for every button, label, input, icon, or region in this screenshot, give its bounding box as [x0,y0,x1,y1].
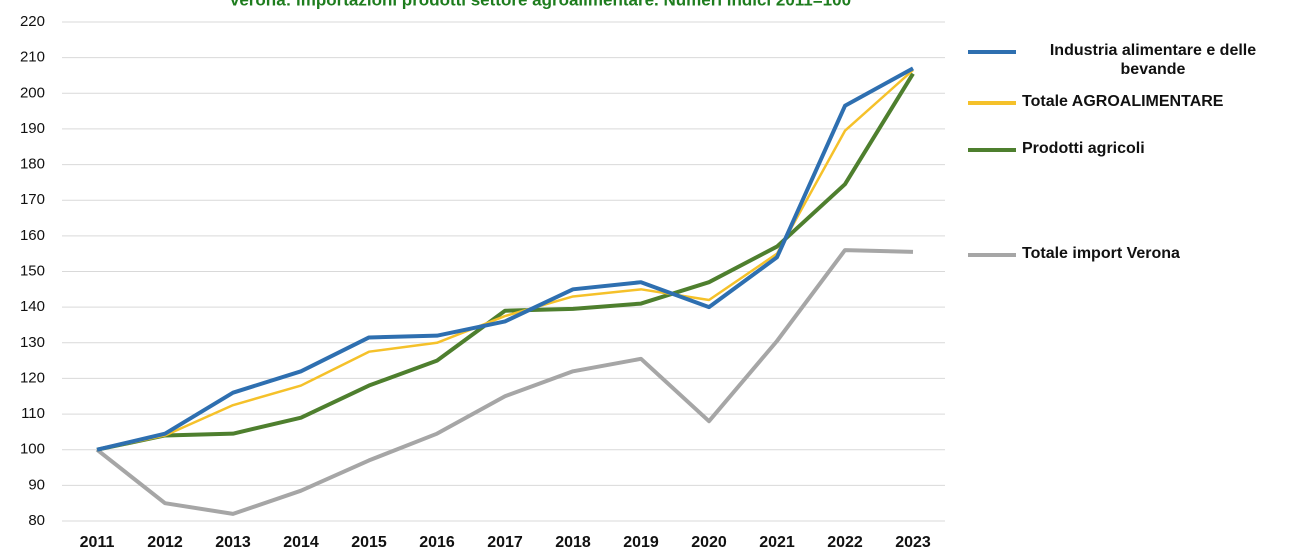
series-line [96,66,914,452]
x-tick-label: 2019 [623,534,659,551]
legend-label: Totale AGROALIMENTARE [1022,93,1224,110]
x-tick-label: 2014 [283,534,319,551]
legend-swatch [968,50,1016,54]
y-tick-label: 120 [20,369,45,386]
y-tick-label: 90 [28,476,45,493]
y-tick-label: 110 [21,405,45,422]
y-tick-label: 220 [20,13,45,30]
series-line [95,248,914,516]
series-line [96,69,914,451]
legend-swatch [968,253,1016,257]
x-tick-label: 2021 [759,534,795,551]
x-tick-label: 2022 [827,534,863,551]
y-tick-label: 210 [20,49,45,66]
y-tick-label: 80 [28,512,45,529]
y-tick-label: 180 [20,156,45,173]
x-tick-label: 2016 [419,534,455,551]
y-tick-label: 190 [20,120,45,137]
legend-label: Prodotti agricoli [1022,140,1145,157]
legend-label: Industria alimentare e delle bevande [1049,42,1257,78]
y-tick-label: 150 [20,262,45,279]
x-tick-label: 2011 [80,534,115,551]
x-tick-label: 2020 [691,534,727,551]
legend-swatch [968,101,1016,105]
series-line [96,72,915,452]
y-tick-label: 170 [20,191,45,208]
x-tick-label: 2017 [487,534,523,551]
x-tick-label: 2018 [555,534,591,551]
y-tick-label: 200 [20,84,45,101]
x-tick-label: 2013 [215,534,251,551]
y-tick-label: 100 [20,441,45,458]
legend-label: Totale import Verona [1022,245,1180,262]
legend-swatch [968,148,1016,152]
y-tick-label: 160 [20,227,45,244]
chart-title: Verona: importazioni prodotti settore ag… [229,0,851,9]
x-tick-label: 2023 [895,534,931,551]
x-tick-label: 2015 [351,534,387,551]
y-tick-label: 130 [20,334,45,351]
y-tick-label: 140 [20,298,45,315]
x-tick-label: 2012 [147,534,183,551]
